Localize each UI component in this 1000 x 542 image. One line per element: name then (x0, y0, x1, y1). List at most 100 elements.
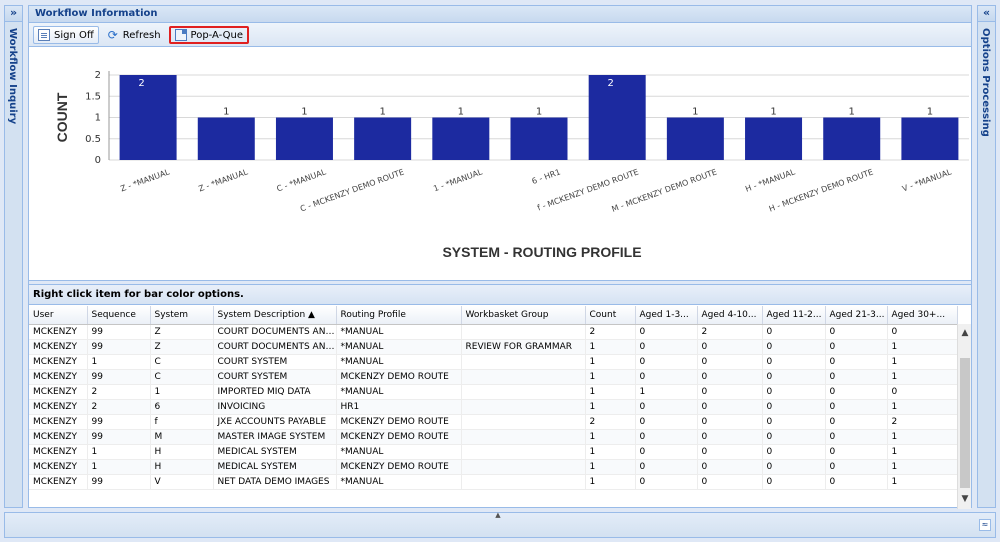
table-cell: 6 (150, 399, 214, 415)
table-cell: 1 (887, 459, 958, 475)
table-cell: 0 (635, 339, 698, 355)
table-row[interactable]: MCKENZY 99 C COURT SYSTEM MCKENZY DEMO ROUTE… (29, 369, 958, 385)
collapse-splitter-icon[interactable]: ▲ (495, 511, 501, 519)
table-cell: 0 (697, 459, 763, 475)
table-cell: 0 (697, 429, 763, 445)
data-label: 1 (223, 107, 229, 118)
table-cell: 1 (585, 474, 636, 490)
table-cell: 1 (585, 399, 636, 415)
table-cell (461, 474, 586, 490)
bottom-panel[interactable]: ▲ ≈ (4, 512, 996, 538)
table-cell: MCKENZY DEMO ROUTE (336, 429, 462, 445)
table-cell: 0 (825, 444, 888, 460)
table-cell: 0 (825, 429, 888, 445)
expand-bottom-icon[interactable]: ≈ (979, 519, 991, 531)
column-header[interactable]: Count (585, 306, 636, 325)
table-cell: 0 (697, 444, 763, 460)
table-cell: 0 (762, 339, 826, 355)
workflow-inquiry-panel[interactable]: » Workflow Inquiry (4, 5, 23, 508)
column-header[interactable]: Aged 21-3... (825, 306, 888, 325)
refresh-button[interactable]: ⟳ Refresh (102, 26, 166, 44)
table-cell: 0 (762, 444, 826, 460)
data-label: 2 (607, 78, 613, 89)
table-cell: *MANUAL (336, 339, 462, 355)
table-cell: 0 (762, 414, 826, 430)
table-cell: 0 (825, 414, 888, 430)
table-cell: 2 (585, 414, 636, 430)
table-cell: 2 (887, 414, 958, 430)
table-cell: 1 (887, 339, 958, 355)
chart-bar (510, 117, 568, 160)
table-cell: 0 (635, 459, 698, 475)
y-tick-label: 0 (95, 155, 101, 166)
chart-bar (666, 117, 724, 160)
table-cell (461, 444, 586, 460)
table-row[interactable]: MCKENZY 2 1 IMPORTED MIQ DATA *MANUAL 1 1 0 0 0 0 (29, 384, 958, 400)
table-cell: 0 (762, 429, 826, 445)
table-cell: REVIEW FOR GRAMMAR (461, 339, 586, 355)
pop-a-que-button[interactable]: Pop-A-Que (168, 26, 250, 44)
column-header[interactable]: User (29, 306, 88, 325)
table-row[interactable]: MCKENZY 2 6 INVOICING HR1 1 0 0 0 0 1 (29, 399, 958, 415)
chart-svg: 0 0.5 1 1.5 2 COUNT 2 Z - *MANUAL 1 Z - *MANUAL 1 C… (54, 70, 969, 260)
column-header[interactable]: Routing Profile (336, 306, 462, 325)
column-header[interactable]: Aged 1-3... (635, 306, 698, 325)
table-row[interactable]: MCKENZY 99 f JXE ACCOUNTS PAYABLE MCKENZY DE… (29, 414, 958, 430)
table-cell: *MANUAL (336, 474, 462, 490)
table-row[interactable]: MCKENZY 1 H MEDICAL SYSTEM MCKENZY DEMO ROUT… (29, 459, 958, 475)
data-label: 1 (379, 107, 385, 118)
table-row[interactable]: MCKENZY 1 H MEDICAL SYSTEM *MANUAL 1 0 0 0 0 1 (29, 444, 958, 460)
column-header[interactable]: Workbasket Group (461, 306, 586, 325)
x-tick-label: 6 - HR1 (531, 167, 562, 186)
column-header[interactable]: System Description ▲ (213, 306, 337, 325)
grid-scrollbar[interactable]: ▲ ▼ (957, 324, 971, 509)
scroll-thumb[interactable] (960, 358, 970, 488)
scroll-up-icon[interactable]: ▲ (961, 328, 969, 338)
table-cell: 0 (697, 369, 763, 385)
table-cell: 99 (87, 369, 151, 385)
column-header[interactable]: Aged 11-2... (762, 306, 826, 325)
refresh-icon: ⟳ (107, 28, 118, 42)
table-row[interactable]: MCKENZY 99 Z COURT DOCUMENTS AND... *MANUAL R… (29, 339, 958, 355)
table-row[interactable]: MCKENZY 1 C COURT SYSTEM *MANUAL 1 0 0 0 0 1 (29, 354, 958, 370)
table-cell: H (150, 459, 214, 475)
table-row[interactable]: MCKENZY 99 V NET DATA DEMO IMAGES *MANUAL 1 0 0… (29, 474, 958, 490)
data-label: 2 (138, 78, 144, 89)
table-cell: 0 (762, 384, 826, 400)
table-cell: 0 (635, 399, 698, 415)
data-label: 1 (770, 107, 776, 118)
table-cell: 0 (825, 384, 888, 400)
expand-right-toggle[interactable]: « (978, 6, 995, 22)
pop-out-icon (174, 29, 187, 41)
table-cell (461, 324, 586, 340)
table-cell: 1 (887, 399, 958, 415)
table-cell: Z (150, 324, 214, 340)
column-header[interactable]: Aged 4-10... (697, 306, 763, 325)
options-processing-panel[interactable]: « Options Processing (977, 5, 996, 508)
table-cell: 0 (762, 459, 826, 475)
table-cell: 1 (87, 354, 151, 370)
column-header[interactable]: System (150, 306, 214, 325)
y-tick-label: 2 (95, 70, 101, 81)
table-cell: M (150, 429, 214, 445)
column-header[interactable]: Aged 30+... (887, 306, 958, 325)
y-tick-label: 1 (95, 113, 101, 124)
data-label: 1 (458, 107, 464, 118)
table-cell: MCKENZY (29, 459, 88, 475)
table-cell: 1 (150, 384, 214, 400)
table-cell: 99 (87, 414, 151, 430)
scroll-down-icon[interactable]: ▼ (961, 494, 969, 504)
table-cell: 1 (87, 444, 151, 460)
table-cell: 1 (585, 384, 636, 400)
table-cell: 2 (697, 324, 763, 340)
column-header[interactable]: Sequence (87, 306, 151, 325)
sign-off-button[interactable]: Sign Off (33, 26, 99, 44)
table-row[interactable]: MCKENZY 99 M MASTER IMAGE SYSTEM MCKENZY DEM… (29, 429, 958, 445)
chart-bar (901, 117, 959, 160)
chart-grid-splitter[interactable] (29, 280, 971, 285)
expand-left-toggle[interactable]: » (5, 6, 22, 22)
table-cell: 0 (697, 339, 763, 355)
table-row[interactable]: MCKENZY 99 Z COURT DOCUMENTS AND... *MANUAL 2… (29, 324, 958, 340)
table-cell: 0 (635, 474, 698, 490)
table-cell: 0 (762, 354, 826, 370)
